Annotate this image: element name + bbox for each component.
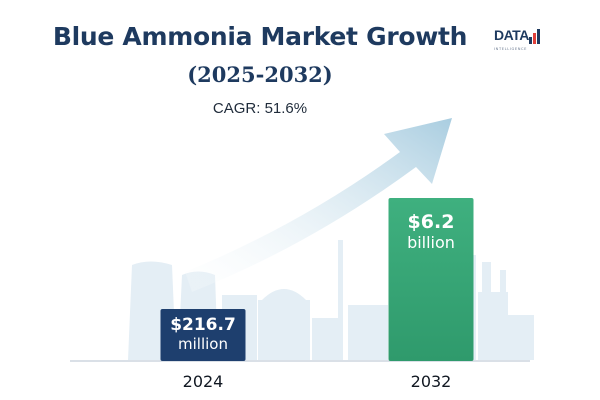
brand-logo: DATA INTELLIGENCE xyxy=(494,26,546,62)
data-label-2024: $216.7 million xyxy=(161,315,246,353)
cagr-annotation: CAGR: 51.6% xyxy=(212,100,308,117)
x-tick-2032: 2032 xyxy=(410,372,452,391)
bar-2032 xyxy=(388,198,474,361)
bar-2024 xyxy=(160,309,246,361)
logo-text: DATA xyxy=(494,27,529,43)
data-label-value: $216.7 xyxy=(170,315,236,335)
data-label-2032: $6.2 billion xyxy=(389,211,474,252)
data-label-value: $6.2 xyxy=(407,211,455,233)
data-label-unit: billion xyxy=(407,232,455,252)
x-tick-2024: 2024 xyxy=(182,372,224,391)
logo-bars-icon xyxy=(529,28,543,44)
chart-title: Blue Ammonia Market Growth xyxy=(52,22,468,51)
logo-tagline: INTELLIGENCE xyxy=(494,47,528,51)
data-label-unit: million xyxy=(178,334,228,353)
chart-subtitle: (2025-2032) xyxy=(187,62,333,87)
growth-arrow xyxy=(185,118,452,292)
